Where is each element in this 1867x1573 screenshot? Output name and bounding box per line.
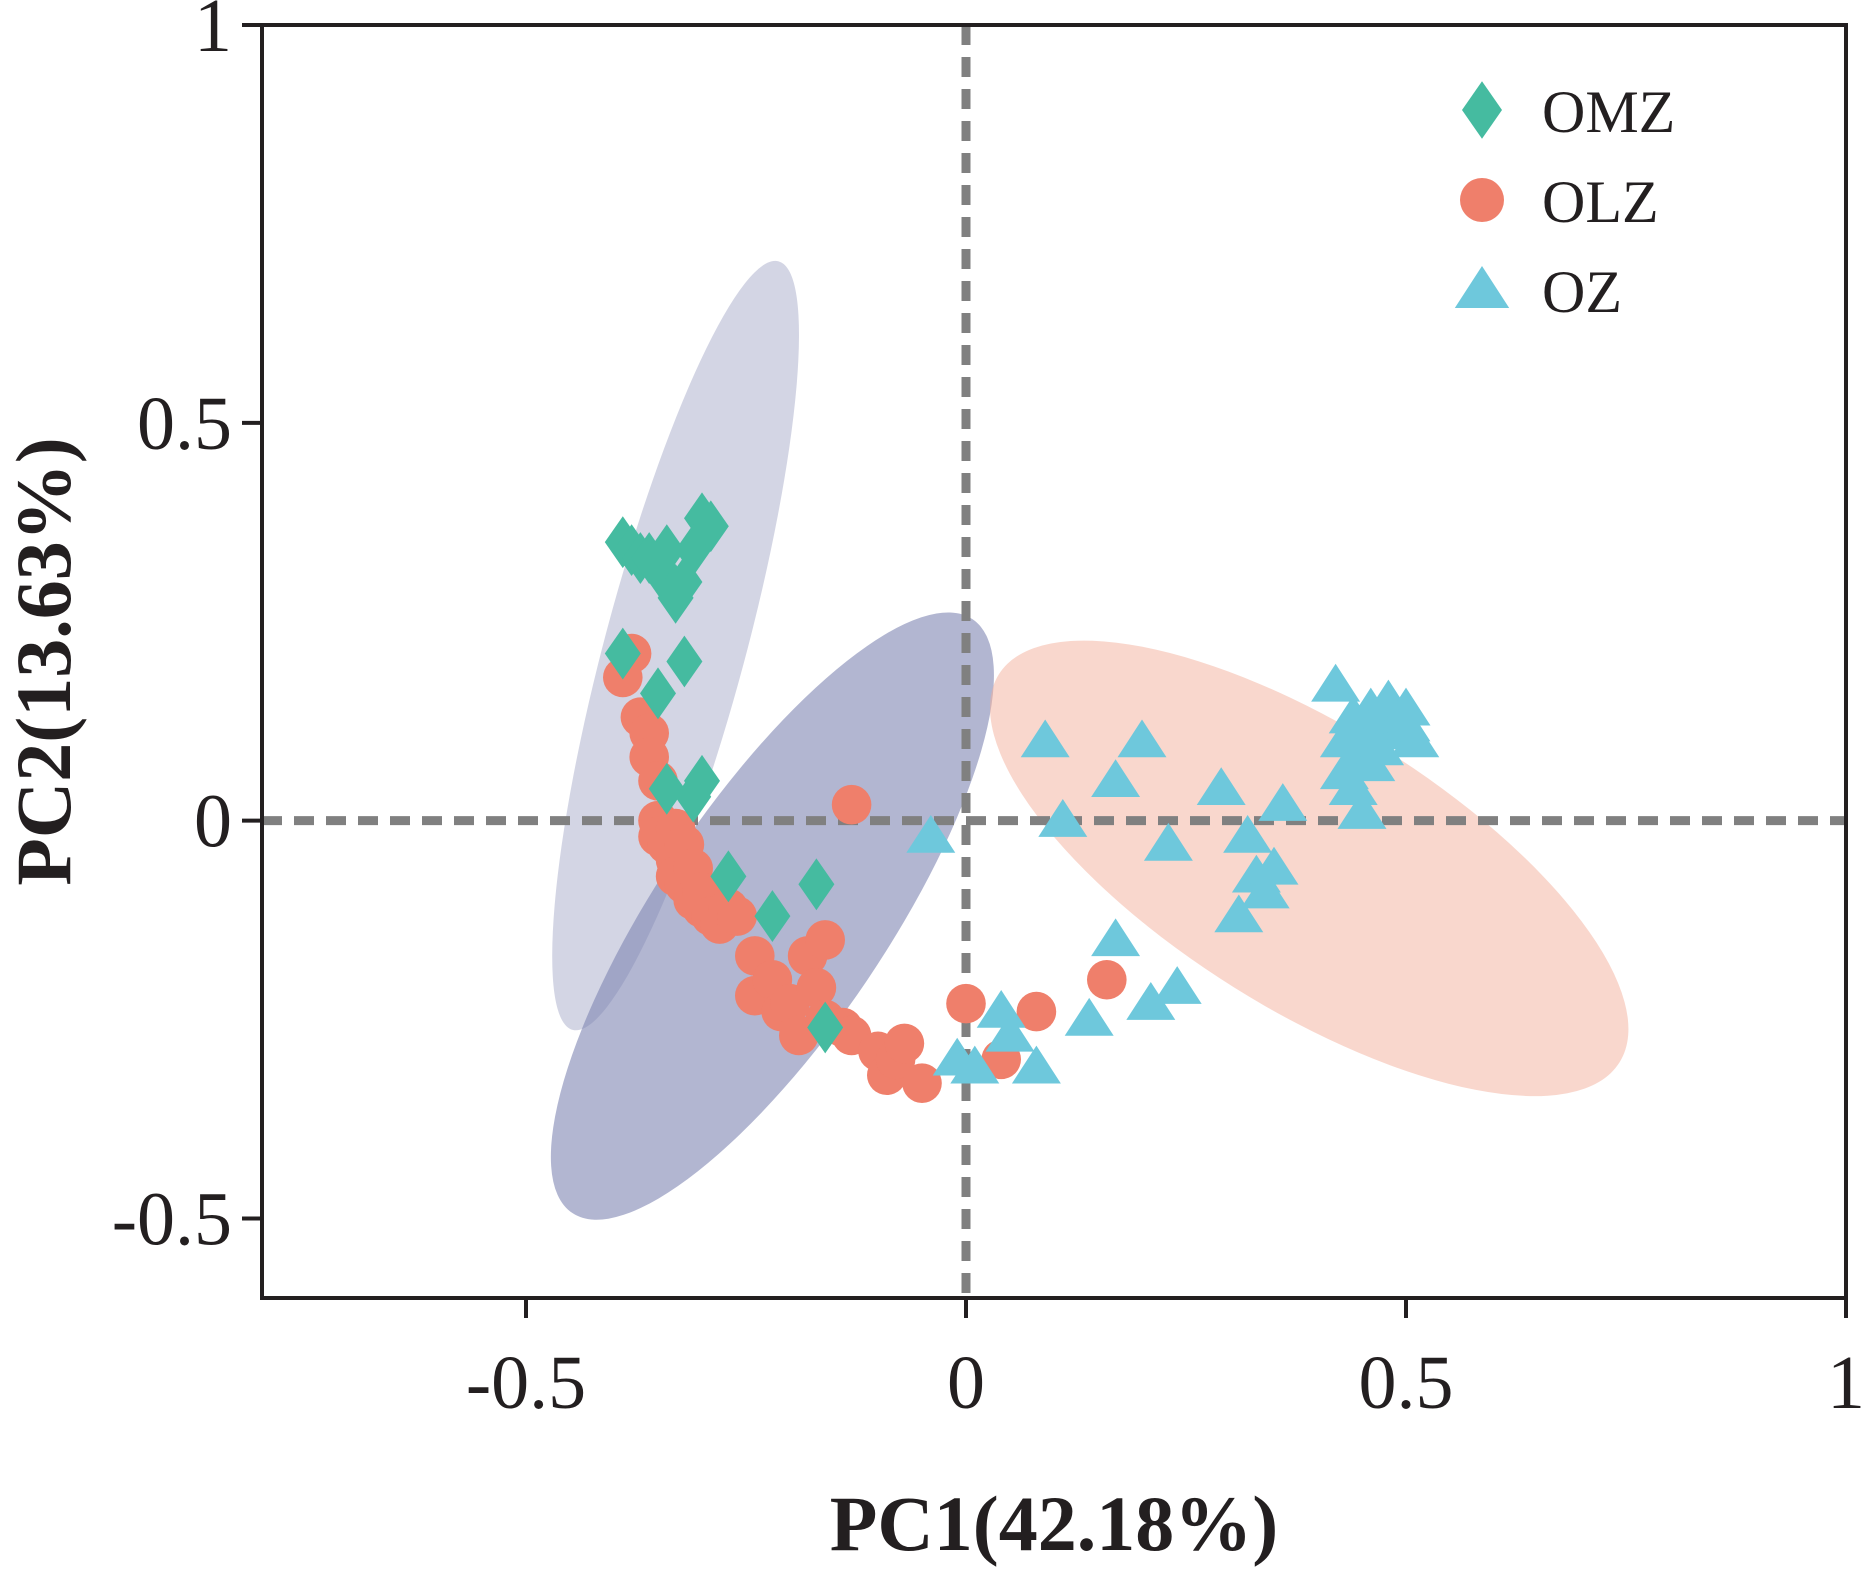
legend-label-olz: OLZ: [1542, 169, 1659, 235]
point-omz: [657, 563, 694, 616]
data-points: [603, 492, 1440, 1103]
legend-marker-olz: [1460, 178, 1504, 222]
series-omz: [604, 492, 844, 1054]
y-tick-label: 0: [194, 780, 232, 864]
point-omz: [710, 850, 747, 903]
point-oz: [1038, 799, 1088, 837]
point-omz: [684, 754, 720, 807]
x-tick-label: 0: [947, 1341, 985, 1425]
point-oz: [1223, 814, 1273, 853]
series-oz: [906, 663, 1440, 1084]
point-oz: [976, 989, 1026, 1028]
legend-marker-omz: [1462, 81, 1502, 139]
point-omz: [798, 858, 835, 911]
point-omz: [604, 627, 641, 680]
legend-item-omz: OMZ: [1462, 79, 1675, 145]
point-oz: [1117, 719, 1167, 758]
axes: -0.5 0 0.5 1 -0.5 0 0.5 1: [112, 0, 1865, 1425]
point-olz: [1016, 991, 1057, 1032]
point-omz: [648, 762, 685, 815]
reference-lines: [262, 25, 1846, 1298]
point-oz: [1091, 759, 1141, 798]
legend-label-omz: OMZ: [1542, 79, 1675, 145]
ellipse-oz: [989, 640, 1629, 1097]
point-oz: [906, 814, 956, 853]
point-omz: [666, 635, 703, 688]
point-oz: [1240, 870, 1290, 909]
point-olz: [902, 1063, 942, 1103]
point-oz: [1328, 767, 1378, 805]
point-omz: [807, 1001, 844, 1054]
point-oz: [1258, 783, 1308, 821]
point-oz: [1020, 719, 1070, 758]
legend-label-oz: OZ: [1542, 259, 1622, 325]
legend-item-oz: OZ: [1454, 259, 1622, 325]
point-olz: [884, 1023, 925, 1064]
legend-marker-oz: [1454, 266, 1510, 308]
point-oz: [1143, 822, 1193, 861]
point-oz: [1249, 846, 1299, 885]
point-oz: [1390, 719, 1440, 758]
point-oz: [985, 1013, 1035, 1052]
point-oz: [1337, 791, 1387, 829]
point-olz: [796, 967, 837, 1008]
point-oz: [1214, 894, 1264, 933]
x-tick-label: 0.5: [1359, 1341, 1454, 1425]
y-axis-title: PC2(13.63%): [0, 437, 87, 885]
x-axis-title: PC1(42.18%): [830, 1480, 1278, 1567]
point-oz: [1011, 1045, 1061, 1084]
x-tick-label: -0.5: [466, 1341, 586, 1425]
point-oz: [1381, 687, 1431, 726]
y-tick-label: -0.5: [112, 1177, 232, 1261]
point-olz: [831, 784, 872, 825]
point-oz: [1064, 997, 1114, 1036]
point-omz: [675, 524, 712, 577]
x-tick-label: 1: [1827, 1341, 1865, 1425]
point-omz: [648, 524, 685, 577]
point-oz: [1126, 982, 1176, 1020]
point-oz: [1196, 767, 1246, 805]
point-oz: [1152, 966, 1202, 1004]
point-omz: [692, 500, 729, 553]
point-oz: [1311, 663, 1361, 702]
ellipse-omz: [552, 260, 799, 1031]
legend: OMZ OLZ OZ: [1454, 79, 1675, 325]
point-olz: [717, 896, 757, 936]
point-olz: [1087, 959, 1127, 1000]
point-omz: [640, 667, 676, 720]
y-tick-label: 1: [194, 0, 232, 68]
y-tick-label: 0.5: [137, 382, 232, 466]
legend-item-olz: OLZ: [1460, 169, 1659, 235]
point-olz: [946, 983, 986, 1024]
point-oz: [950, 1045, 1000, 1084]
point-omz: [754, 890, 791, 943]
point-olz: [805, 920, 845, 960]
point-oz: [1346, 743, 1396, 782]
plot-frame: [260, 23, 1848, 1300]
point-oz: [1091, 918, 1141, 957]
